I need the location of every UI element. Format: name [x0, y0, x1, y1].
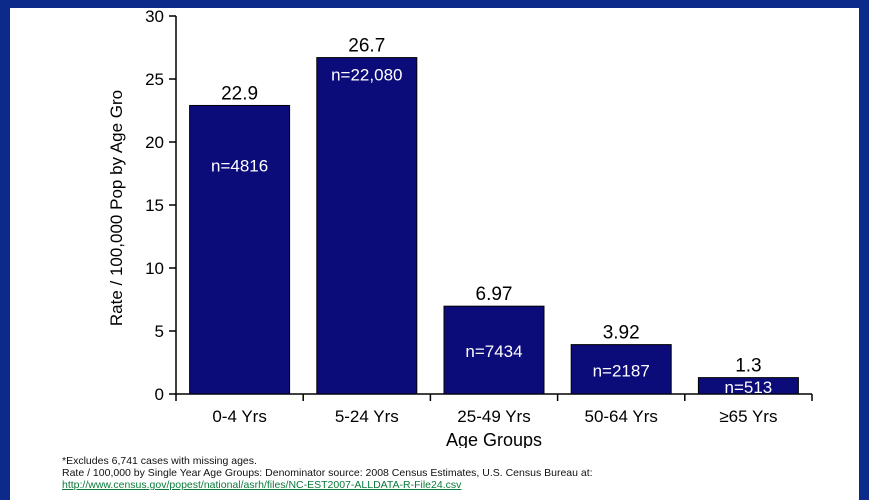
category-label: 25-49 Yrs	[457, 407, 530, 426]
category-label: ≥65 Yrs	[719, 407, 777, 426]
y-tick-label: 10	[145, 259, 164, 278]
y-tick-label: 5	[155, 322, 164, 341]
y-tick-label: 25	[145, 70, 164, 89]
bar-chart: 0 5 10 15 20 25 30 22.9 n=4816 0-4 Yrs 26.7 n=22,08…	[107, 8, 813, 448]
y-tick-label: 0	[155, 385, 164, 404]
census-source-link[interactable]: http://www.census.gov/popest/national/as…	[62, 479, 462, 491]
value-label: 26.7	[348, 36, 385, 57]
footnote-missing-ages: *Excludes 6,741 cases with missing ages.	[62, 455, 257, 467]
value-label: 22.9	[221, 83, 258, 104]
bar	[189, 104, 291, 395]
bar	[316, 57, 418, 395]
top-border	[0, 0, 869, 8]
bar	[570, 344, 672, 395]
y-tick-label: 15	[145, 196, 164, 215]
count-label: n=7434	[465, 342, 522, 361]
x-axis-title: Age Groups	[446, 430, 542, 448]
value-label: 3.92	[603, 323, 640, 344]
bar	[443, 305, 545, 395]
category-label: 0-4 Yrs	[212, 407, 267, 426]
slide-panel: 0 5 10 15 20 25 30 22.9 n=4816 0-4 Yrs 26.7 n=22,08…	[10, 8, 859, 500]
y-tick-label: 30	[145, 8, 164, 26]
y-tick-label: 20	[145, 133, 164, 152]
count-label: n=513	[725, 378, 773, 397]
footnote-denominator: Rate / 100,000 by Single Year Age Groups…	[62, 467, 593, 479]
count-label: n=22,080	[331, 66, 402, 85]
count-label: n=2187	[593, 361, 650, 380]
y-axis-title: Rate / 100,000 Pop by Age Gro	[107, 90, 126, 326]
value-label: 6.97	[476, 284, 513, 305]
count-label: n=4816	[211, 156, 268, 175]
category-label: 5-24 Yrs	[335, 407, 399, 426]
category-label: 50-64 Yrs	[584, 407, 657, 426]
bar	[697, 377, 799, 395]
value-label: 1.3	[735, 356, 761, 377]
